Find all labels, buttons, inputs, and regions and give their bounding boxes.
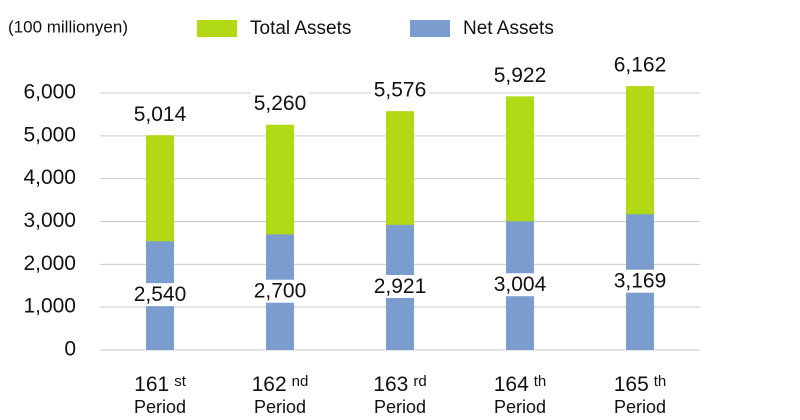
y-tick-label: 1,000 bbox=[23, 295, 76, 318]
data-label-bg bbox=[490, 273, 550, 297]
data-label-group: 2,921 bbox=[370, 274, 430, 298]
data-label-bg bbox=[130, 102, 190, 126]
legend-label: Net Assets bbox=[463, 18, 554, 39]
category-suffix: nd bbox=[292, 373, 309, 390]
x-tick-sublabel: Period bbox=[374, 397, 426, 417]
data-label-bg bbox=[130, 283, 190, 307]
x-tick-sublabel: Period bbox=[494, 397, 546, 417]
y-tick-label: 4,000 bbox=[23, 166, 76, 189]
data-label: 5,014 bbox=[134, 103, 187, 126]
data-label-group: 5,014 bbox=[130, 102, 190, 126]
data-label-group: 5,922 bbox=[490, 63, 550, 87]
data-label-group: 6,162 bbox=[610, 53, 670, 77]
data-label: 2,700 bbox=[254, 280, 307, 303]
data-label: 2,921 bbox=[374, 275, 427, 298]
y-tick-label: 6,000 bbox=[23, 81, 76, 104]
data-label-bg bbox=[250, 92, 310, 116]
data-label: 5,260 bbox=[254, 92, 307, 115]
unit-label: (100 millionyen) bbox=[8, 17, 128, 36]
category-number: 161 bbox=[134, 373, 169, 396]
category-suffix: rd bbox=[413, 373, 426, 390]
data-label-group: 2,700 bbox=[250, 279, 310, 303]
legend-label: Total Assets bbox=[250, 18, 351, 39]
x-tick-sublabel: Period bbox=[134, 397, 186, 417]
category-number: 164 bbox=[494, 373, 529, 396]
data-label-group: 5,260 bbox=[250, 92, 310, 116]
data-label-group: 3,169 bbox=[610, 269, 670, 293]
category-suffix: st bbox=[174, 373, 187, 390]
data-label: 5,576 bbox=[374, 79, 427, 102]
data-label-bg bbox=[250, 279, 310, 303]
x-tick-label: 164 th bbox=[494, 373, 547, 396]
legend-swatch bbox=[410, 20, 450, 37]
data-label: 3,169 bbox=[614, 270, 667, 293]
y-tick-label: 5,000 bbox=[23, 123, 76, 146]
data-label-bg bbox=[370, 274, 430, 298]
data-label-group: 2,540 bbox=[130, 283, 190, 307]
category-suffix: th bbox=[534, 373, 547, 390]
data-label-group: 5,576 bbox=[370, 78, 430, 102]
y-tick-label: 2,000 bbox=[23, 252, 76, 275]
y-tick-label: 3,000 bbox=[23, 209, 76, 232]
data-label-bg bbox=[610, 269, 670, 293]
x-tick-sublabel: Period bbox=[614, 397, 666, 417]
data-label: 6,162 bbox=[614, 54, 667, 77]
data-label-group: 3,004 bbox=[490, 273, 550, 297]
x-tick-label: 162 nd bbox=[252, 373, 309, 396]
data-label-bg bbox=[490, 63, 550, 87]
data-label-bg bbox=[370, 78, 430, 102]
data-label: 2,540 bbox=[134, 283, 187, 306]
x-tick-label: 163 rd bbox=[373, 373, 426, 396]
data-label: 5,922 bbox=[494, 64, 547, 87]
legend-swatch bbox=[197, 20, 237, 37]
category-suffix: th bbox=[654, 373, 667, 390]
data-label: 3,004 bbox=[494, 273, 547, 296]
category-number: 163 bbox=[373, 373, 408, 396]
y-tick-label: 0 bbox=[64, 338, 76, 361]
x-tick-label: 161 st bbox=[134, 373, 187, 396]
data-label-bg bbox=[610, 53, 670, 77]
category-number: 165 bbox=[614, 373, 649, 396]
category-number: 162 bbox=[252, 373, 287, 396]
x-tick-label: 165 th bbox=[614, 373, 667, 396]
x-tick-sublabel: Period bbox=[254, 397, 306, 417]
